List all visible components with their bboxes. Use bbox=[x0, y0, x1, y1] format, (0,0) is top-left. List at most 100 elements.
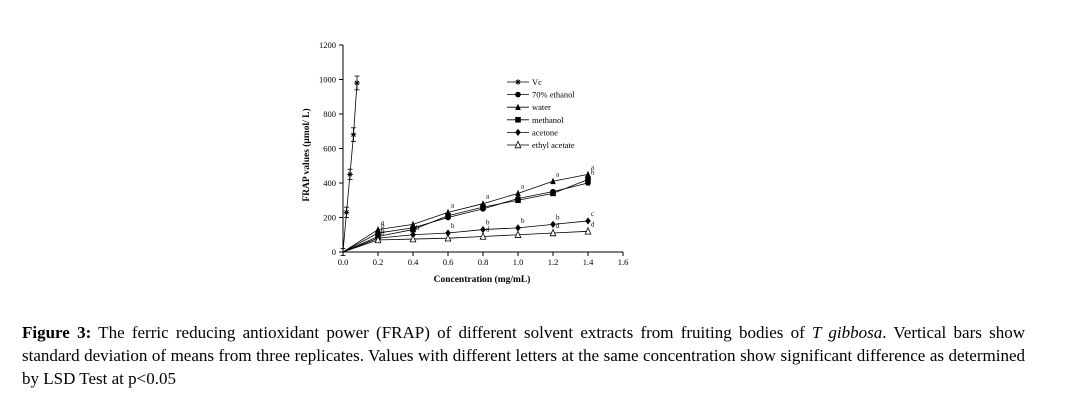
x-tick-label: 1.2 bbox=[548, 257, 559, 267]
data-point bbox=[585, 170, 591, 178]
legend-marker bbox=[514, 140, 522, 149]
x-tick-label: 1.4 bbox=[583, 257, 594, 267]
legend-label: ethyl acetate bbox=[532, 140, 575, 150]
series-line bbox=[342, 182, 589, 253]
data-point bbox=[480, 225, 486, 234]
significance-letter: a bbox=[451, 201, 455, 209]
significance-letter: b bbox=[486, 219, 490, 227]
significance-letter: b bbox=[556, 213, 560, 221]
legend: Vc 70% ethanol water methanol acetone ethyl a… bbox=[507, 77, 575, 150]
significance-letter: d bbox=[591, 220, 595, 228]
series-line bbox=[342, 179, 589, 253]
x-axis-label: Concentration (mg/mL) bbox=[434, 274, 531, 285]
ticks: 0.0 0.2 0.4 0.6 0.8 1.0 1.2 1.4 1.6 0 200 400 600 800… bbox=[319, 40, 628, 267]
legend-marker bbox=[515, 117, 521, 123]
data-point bbox=[480, 204, 486, 210]
y-tick-label: 200 bbox=[323, 213, 336, 223]
data-point bbox=[550, 190, 556, 197]
significance-letter: b bbox=[381, 222, 385, 230]
legend-label: Vc bbox=[532, 77, 542, 87]
legend-item: ethyl acetate bbox=[507, 140, 575, 150]
caption-text-end: . Vertical bars show standard deviation … bbox=[22, 323, 1025, 388]
significance-letter: d bbox=[486, 225, 490, 233]
data-point bbox=[550, 220, 556, 228]
series-methanol: b bbox=[342, 169, 595, 253]
data-point bbox=[550, 177, 556, 185]
data-point bbox=[444, 233, 452, 242]
data-point bbox=[479, 231, 487, 240]
legend-label: acetone bbox=[532, 127, 558, 137]
significance-letter: a bbox=[521, 182, 525, 190]
significance-letter: c bbox=[591, 210, 594, 218]
data-point bbox=[549, 228, 557, 237]
y-tick-label: 400 bbox=[323, 178, 336, 188]
data-point bbox=[410, 226, 416, 233]
caption-label: Figure 3: bbox=[22, 323, 92, 342]
legend-label: 70% ethanol bbox=[532, 90, 575, 100]
x-tick-label: 0.2 bbox=[373, 257, 384, 267]
chart: 0.0 0.2 0.4 0.6 0.8 1.0 1.2 1.4 1.6 0 200 400 600 800… bbox=[301, 40, 628, 285]
data-point bbox=[343, 209, 350, 216]
y-tick-label: 800 bbox=[323, 109, 336, 119]
series-line bbox=[342, 173, 589, 253]
significance-letter: a bbox=[556, 170, 560, 178]
series-line bbox=[342, 230, 589, 253]
data-point bbox=[515, 197, 521, 204]
data-point bbox=[515, 224, 521, 232]
legend-item: Vc bbox=[507, 77, 542, 87]
data-point bbox=[409, 234, 417, 243]
significance-letter: b bbox=[451, 222, 455, 230]
significance-letter: b bbox=[416, 224, 420, 232]
significance-letter: b bbox=[591, 169, 595, 177]
data-point bbox=[445, 229, 451, 237]
y-axis-label: FRAP values (μmol/ L) bbox=[301, 108, 312, 201]
data-point bbox=[354, 80, 360, 86]
data-point bbox=[585, 217, 591, 225]
y-tick-label: 600 bbox=[323, 144, 336, 154]
significance-letter: a bbox=[381, 219, 385, 227]
legend-marker bbox=[515, 79, 521, 85]
data-point bbox=[375, 225, 381, 233]
data-point bbox=[445, 212, 451, 219]
significance-letter: d bbox=[556, 222, 560, 230]
legend-label: water bbox=[532, 102, 551, 112]
data-point bbox=[410, 220, 416, 228]
significance-letter: b bbox=[381, 229, 385, 237]
legend-item: acetone bbox=[507, 127, 558, 137]
legend-item: water bbox=[507, 102, 551, 112]
significance-letter: a bbox=[486, 193, 490, 201]
legend-marker bbox=[515, 103, 521, 110]
significance-letter: b bbox=[381, 227, 385, 235]
y-tick-label: 0 bbox=[332, 247, 336, 257]
x-tick-label: 0.6 bbox=[443, 257, 454, 267]
series-line bbox=[342, 82, 358, 253]
legend-item: 70% ethanol bbox=[507, 90, 575, 100]
series-line bbox=[342, 220, 589, 253]
legend-marker bbox=[515, 128, 521, 136]
y-tick-label: 1000 bbox=[319, 75, 336, 85]
data-point bbox=[584, 226, 592, 235]
legend-marker bbox=[515, 91, 521, 98]
x-tick-label: 0.8 bbox=[478, 257, 489, 267]
data-point bbox=[347, 171, 353, 178]
caption-text: The ferric reducing antioxidant power (F… bbox=[91, 323, 812, 342]
x-tick-label: 1.6 bbox=[618, 257, 629, 267]
x-tick-label: 0.4 bbox=[408, 257, 419, 267]
data-point bbox=[585, 176, 591, 183]
significance-letter: a bbox=[591, 163, 595, 171]
figure-caption: Figure 3: The ferric reducing antioxidan… bbox=[22, 321, 1025, 390]
legend-item: methanol bbox=[507, 115, 564, 125]
caption-species: T gibbosa bbox=[812, 323, 883, 342]
y-tick-label: 1200 bbox=[319, 40, 336, 50]
data-point bbox=[514, 230, 522, 238]
data-point bbox=[515, 189, 521, 197]
data-point bbox=[350, 131, 357, 138]
axes bbox=[342, 45, 623, 253]
data-point bbox=[374, 235, 382, 244]
x-tick-label: 0.0 bbox=[338, 257, 349, 267]
x-tick-label: 1.0 bbox=[513, 257, 524, 267]
legend-label: methanol bbox=[532, 115, 564, 125]
significance-letter: b bbox=[521, 217, 525, 225]
